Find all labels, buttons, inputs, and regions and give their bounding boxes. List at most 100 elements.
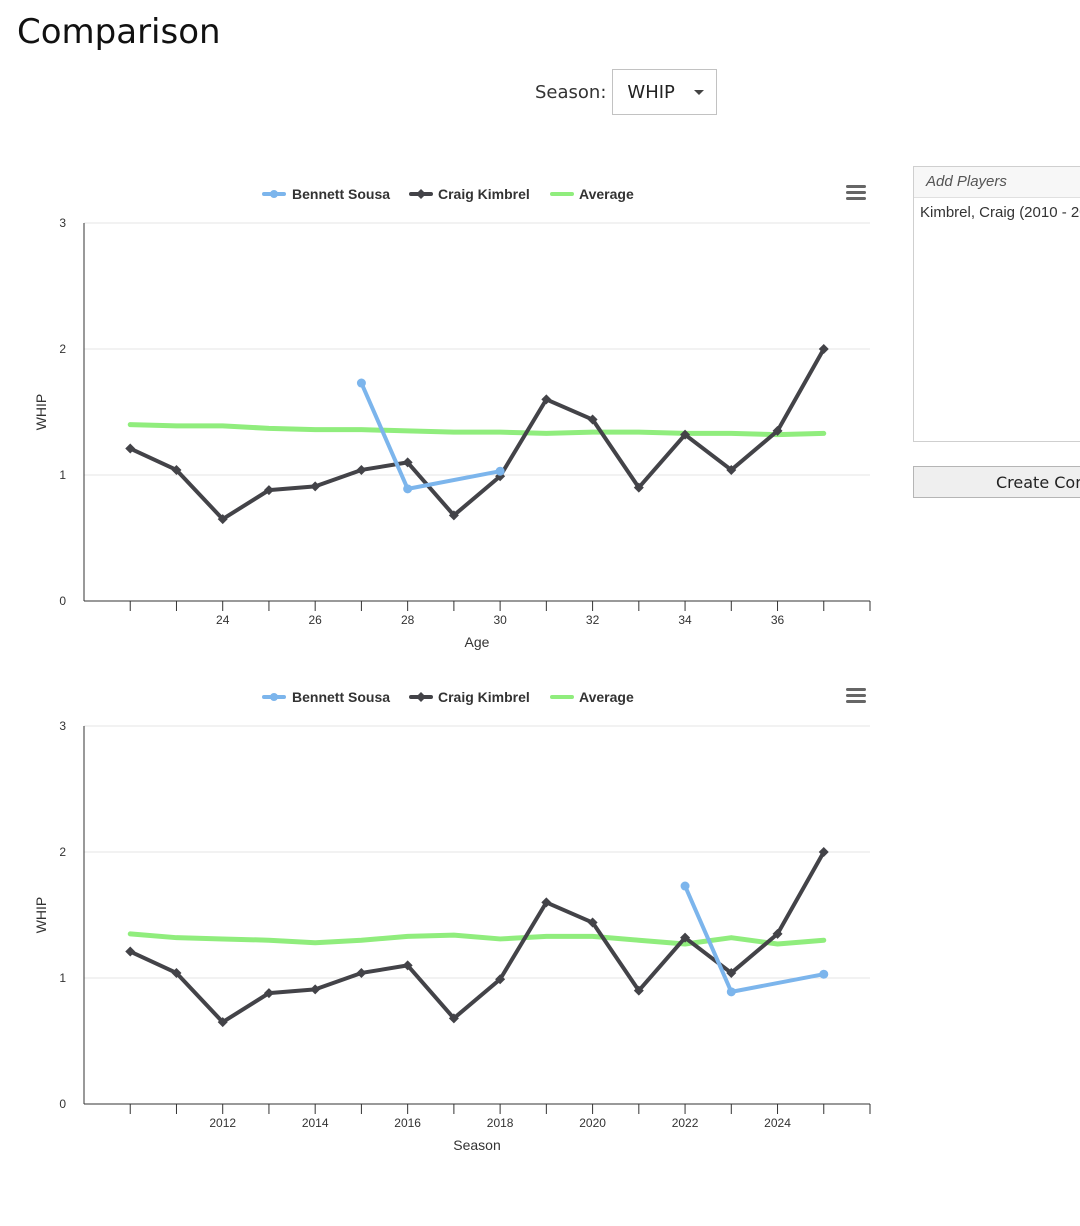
hamburger-menu-icon[interactable]: [846, 688, 866, 703]
age-whip-chart: 0 1 2 3 24 26 28 30 32 34 36 Age WHIP Bennett Sousa Cr…: [33, 185, 871, 650]
data-point-craig-kimbrel: [772, 425, 783, 436]
season-whip-chart: 0 1 2 3 2012 2014 2016 2018 2020 2022 2024 Season WH…: [33, 688, 871, 1153]
data-point-craig-kimbrel: [448, 1013, 459, 1024]
menu-icon-bar: [846, 185, 866, 188]
y-tick-label: 0: [59, 594, 66, 608]
series-line-average: [127, 422, 827, 438]
data-point-craig-kimbrel: [356, 967, 367, 978]
y-tick-label: 2: [59, 845, 66, 859]
x-tick-label: 30: [493, 613, 507, 627]
data-point-bennett-sousa: [726, 987, 736, 997]
season-label: Season:: [535, 81, 607, 103]
x-tick-label: 2018: [487, 1116, 514, 1130]
x-tick-label: 2024: [764, 1116, 791, 1130]
data-point-craig-kimbrel: [541, 897, 552, 908]
x-tick-label: 2016: [394, 1116, 421, 1130]
player-list-item[interactable]: Kimbrel, Craig (2010 - 20: [920, 204, 1080, 221]
stat-dropdown[interactable]: WHIP: [612, 69, 718, 115]
x-tick-label: 2014: [302, 1116, 329, 1130]
data-point-craig-kimbrel: [587, 414, 598, 425]
add-players-header: Add Players: [914, 167, 1080, 198]
y-tick-label: 2: [59, 342, 66, 356]
data-point-bennett-sousa: [356, 378, 366, 388]
data-point-craig-kimbrel: [633, 482, 644, 493]
page-title: Comparison: [17, 12, 221, 52]
legend-item-bennett-sousa[interactable]: Bennett Sousa: [262, 689, 390, 705]
legend-item-craig-kimbrel[interactable]: Craig Kimbrel: [409, 689, 530, 705]
x-tick-label: 28: [401, 613, 415, 627]
data-point-craig-kimbrel: [495, 974, 506, 985]
legend-item-bennett-sousa[interactable]: Bennett Sousa: [262, 186, 390, 202]
data-point-craig-kimbrel: [726, 464, 737, 475]
menu-icon-bar: [846, 197, 866, 200]
data-point-craig-kimbrel: [217, 1017, 228, 1028]
data-point-craig-kimbrel: [310, 481, 321, 492]
data-point-craig-kimbrel: [726, 967, 737, 978]
x-tick-label: 2012: [209, 1116, 236, 1130]
menu-icon-bar: [846, 694, 866, 697]
data-point-craig-kimbrel: [680, 429, 691, 440]
legend-item-craig-kimbrel[interactable]: Craig Kimbrel: [409, 186, 530, 202]
data-point-craig-kimbrel: [402, 960, 413, 971]
x-tick-label: 26: [308, 613, 322, 627]
data-point-bennett-sousa: [819, 969, 829, 979]
x-tick-label: 34: [678, 613, 692, 627]
y-axis-title: WHIP: [33, 897, 49, 934]
series-line-craig-kimbrel: [128, 850, 826, 1025]
data-point-craig-kimbrel: [680, 932, 691, 943]
menu-icon-bar: [846, 700, 866, 703]
menu-icon-bar: [846, 191, 866, 194]
y-tick-label: 0: [59, 1097, 66, 1111]
legend-marker: [270, 190, 278, 198]
player-list[interactable]: Kimbrel, Craig (2010 - 20: [914, 198, 1080, 227]
data-point-craig-kimbrel: [772, 928, 783, 939]
x-tick-label: 32: [586, 613, 600, 627]
x-tick-label: 36: [771, 613, 785, 627]
data-point-bennett-sousa: [403, 484, 413, 494]
legend-label: Average: [579, 689, 634, 705]
series-line-average: [127, 931, 827, 947]
season-selector: Season: WHIP: [535, 69, 718, 115]
data-point-craig-kimbrel: [310, 984, 321, 995]
x-axis-title: Season: [453, 1137, 500, 1153]
legend-marker: [416, 189, 426, 199]
data-point-craig-kimbrel: [171, 464, 182, 475]
legend-label: Bennett Sousa: [292, 689, 390, 705]
legend-item-average[interactable]: Average: [550, 186, 634, 202]
data-point-craig-kimbrel: [587, 917, 598, 928]
data-point-craig-kimbrel: [356, 464, 367, 475]
add-players-panel: Add Players Kimbrel, Craig (2010 - 20: [913, 166, 1080, 442]
data-point-craig-kimbrel: [125, 946, 136, 957]
x-tick-label: 2020: [579, 1116, 606, 1130]
legend-item-average[interactable]: Average: [550, 689, 634, 705]
data-point-craig-kimbrel: [217, 514, 228, 525]
series-line-bennett-sousa: [359, 381, 503, 491]
series-line-craig-kimbrel: [128, 347, 826, 522]
legend-marker: [416, 692, 426, 702]
caret-down-icon: [694, 90, 705, 95]
hamburger-menu-icon[interactable]: [846, 185, 866, 200]
data-point-craig-kimbrel: [125, 443, 136, 454]
data-point-craig-kimbrel: [171, 967, 182, 978]
legend-label: Bennett Sousa: [292, 186, 390, 202]
stat-dropdown-value: WHIP: [627, 81, 675, 103]
data-point-craig-kimbrel: [263, 485, 274, 496]
y-tick-label: 1: [59, 971, 66, 985]
legend-label: Craig Kimbrel: [438, 186, 530, 202]
menu-icon-bar: [846, 688, 866, 691]
y-tick-label: 3: [59, 719, 66, 733]
x-axis-title: Age: [465, 634, 490, 650]
y-axis-title: WHIP: [33, 394, 49, 431]
create-comparison-button[interactable]: Create Com: [913, 466, 1080, 498]
x-tick-label: 2022: [672, 1116, 699, 1130]
legend-marker: [270, 693, 278, 701]
data-point-craig-kimbrel: [818, 344, 829, 354]
data-point-bennett-sousa: [680, 881, 690, 891]
data-point-bennett-sousa: [495, 466, 505, 476]
y-tick-label: 3: [59, 216, 66, 230]
data-point-craig-kimbrel: [448, 510, 459, 521]
data-point-craig-kimbrel: [541, 394, 552, 405]
data-point-craig-kimbrel: [633, 985, 644, 996]
data-point-craig-kimbrel: [402, 457, 413, 468]
x-tick-label: 24: [216, 613, 230, 627]
